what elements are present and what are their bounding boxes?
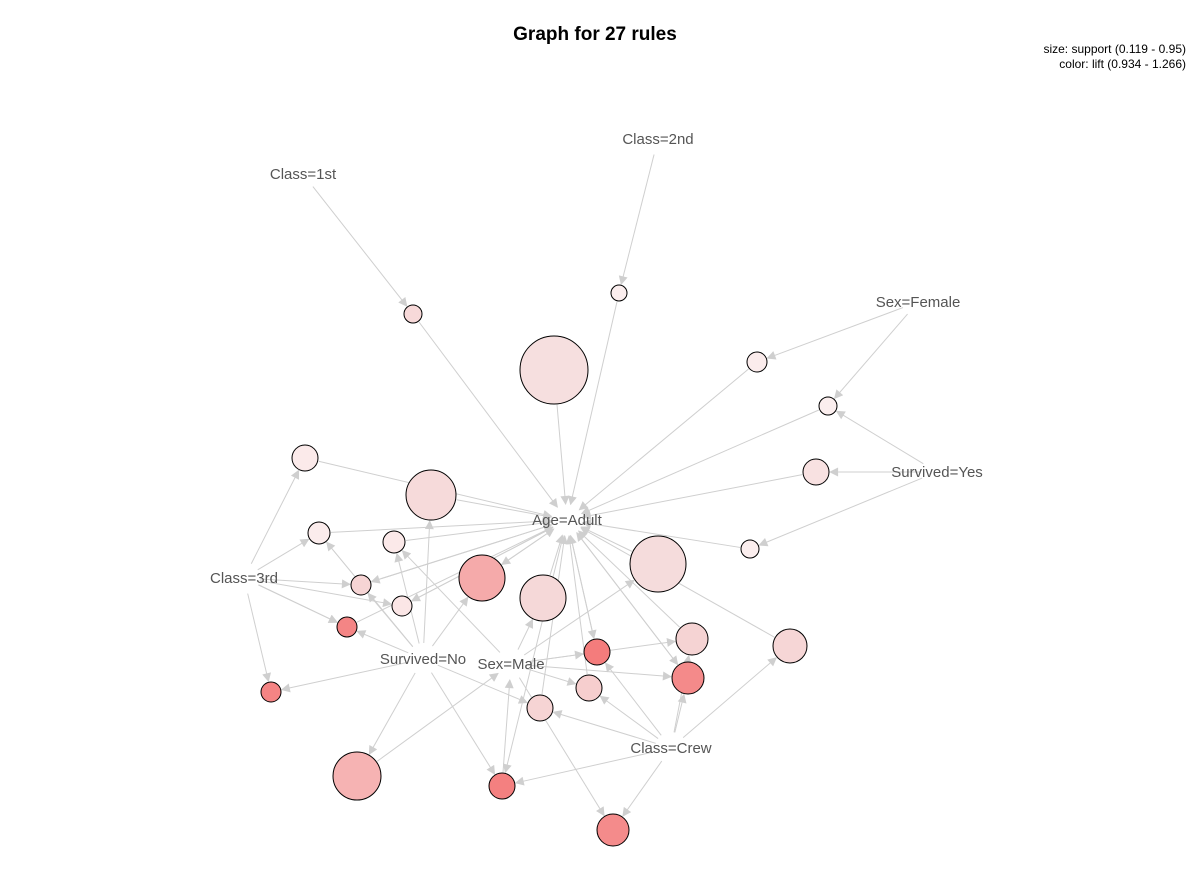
rule-node (740, 539, 760, 559)
graph-edge (356, 630, 409, 654)
graph-edge (418, 321, 558, 508)
graph-edge (370, 524, 552, 584)
graph-edge (835, 410, 924, 465)
graph-edge (576, 532, 679, 666)
graph-edge (577, 530, 681, 628)
graph-edge (280, 661, 408, 693)
graph-edge (423, 520, 434, 644)
graph-edge (432, 596, 469, 647)
item-label-female: Sex=Female (876, 294, 961, 311)
graph-title: Graph for 27 rules (513, 24, 677, 45)
graph-edge (259, 578, 351, 589)
graph-edge (580, 526, 633, 552)
rule-node (610, 284, 628, 302)
rule-node (671, 661, 705, 695)
graph-edge (257, 538, 310, 571)
rule-node (772, 628, 808, 664)
graph-edge (247, 593, 271, 683)
rule-node (458, 554, 506, 602)
item-labels-layer: Class=1st Class=2nd Sex=Female Survived=Yes… (210, 131, 983, 757)
rule-node (405, 469, 457, 521)
rule-node (675, 622, 709, 656)
graph-edge (312, 186, 408, 307)
rule-node (403, 304, 423, 324)
rule-node (629, 535, 687, 593)
graph-edge (604, 662, 662, 736)
graph-edge (376, 672, 499, 762)
rule-node (382, 530, 406, 554)
graph-edge (431, 672, 496, 775)
item-label-class2: Class=2nd (622, 131, 693, 148)
graph-edge (833, 313, 908, 400)
graph-edge (517, 618, 534, 650)
graph-edge (523, 579, 635, 656)
item-label-survno: Survived=No (380, 651, 466, 668)
rule-node (391, 595, 413, 617)
edges-layer (247, 154, 924, 817)
graph-edge (570, 535, 597, 640)
graph-edge (556, 404, 570, 505)
graph-edge (526, 668, 577, 686)
item-label-survyes: Survived=Yes (891, 464, 983, 481)
rule-node (818, 396, 838, 416)
graph-edge (514, 751, 656, 786)
graph-edge (578, 368, 749, 511)
graph-edge (405, 518, 553, 541)
graph-edge (581, 474, 803, 520)
graph-edge (526, 664, 672, 681)
rule-nodes-layer (260, 284, 838, 847)
rule-node (802, 458, 830, 486)
rule-node (526, 694, 554, 722)
graph-edge (330, 516, 552, 533)
rule-node (583, 638, 611, 666)
graph-edge (549, 534, 565, 576)
graph-edge (599, 695, 659, 739)
graph-edge (580, 409, 820, 515)
graph-edge (437, 664, 528, 704)
item-label-class1: Class=1st (270, 166, 337, 183)
graph-edge (258, 584, 338, 623)
item-label-crew: Class=Crew (630, 740, 711, 757)
graph-edge (552, 710, 656, 744)
legend-size: size: support (0.119 - 0.95) (1043, 42, 1186, 56)
item-label-class3: Class=3rd (210, 570, 278, 587)
rule-node (336, 616, 358, 638)
item-label-male: Sex=Male (477, 656, 544, 673)
rule-node (332, 751, 382, 801)
graph-edge (368, 672, 416, 756)
legend-color: color: lift (0.934 - 1.266) (1059, 57, 1186, 71)
graph-edge (622, 760, 663, 817)
graph-edge (501, 528, 555, 565)
graph-edge (367, 592, 414, 648)
graph-edge (618, 154, 655, 286)
graph-edge (766, 307, 904, 360)
legend: size: support (0.119 - 0.95) color: lift… (1043, 42, 1186, 72)
graph-edge (682, 657, 778, 738)
rule-node (519, 574, 567, 622)
graph-edge (581, 519, 741, 548)
graph-edge (356, 526, 554, 623)
rule-node (746, 351, 768, 373)
graph-edge (567, 301, 618, 506)
graph-edge (401, 550, 501, 653)
graph-edge (456, 499, 553, 521)
graph-edge (674, 693, 687, 733)
rule-node (260, 681, 282, 703)
rule-node (596, 813, 630, 847)
graph-edge (502, 679, 514, 773)
item-label-adult: Age=Adult (532, 512, 602, 529)
rule-node (307, 521, 331, 545)
rule-node (575, 674, 603, 702)
graph-edge (758, 477, 923, 547)
graph-edge (502, 535, 564, 774)
rule-node (488, 772, 516, 800)
rule-node (519, 335, 589, 405)
rule-node (291, 444, 319, 472)
rule-node (350, 574, 372, 596)
graph-edge (250, 469, 300, 564)
